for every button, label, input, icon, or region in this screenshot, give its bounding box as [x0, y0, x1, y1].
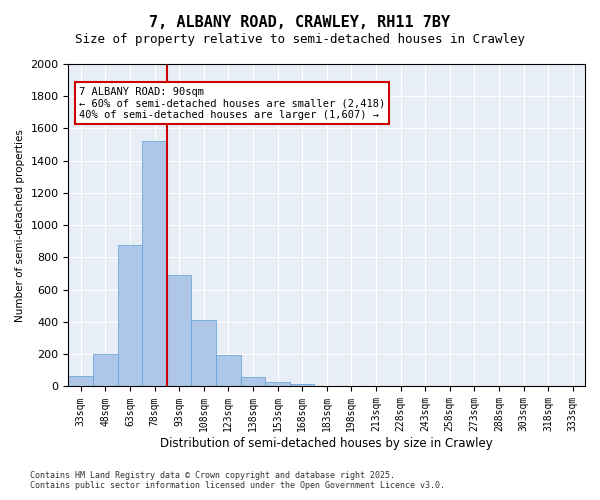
Bar — [118, 244, 142, 386]
Text: 7 ALBANY ROAD: 90sqm
← 60% of semi-detached houses are smaller (2,418)
40% of se: 7 ALBANY ROAD: 90sqm ← 60% of semi-detac… — [79, 86, 385, 120]
Bar — [167, 275, 191, 386]
Bar — [241, 377, 265, 386]
Bar — [93, 354, 118, 386]
Text: Contains HM Land Registry data © Crown copyright and database right 2025.
Contai: Contains HM Land Registry data © Crown c… — [30, 470, 445, 490]
Bar — [191, 320, 216, 386]
Text: 7, ALBANY ROAD, CRAWLEY, RH11 7BY: 7, ALBANY ROAD, CRAWLEY, RH11 7BY — [149, 15, 451, 30]
X-axis label: Distribution of semi-detached houses by size in Crawley: Distribution of semi-detached houses by … — [160, 437, 493, 450]
Y-axis label: Number of semi-detached properties: Number of semi-detached properties — [15, 129, 25, 322]
Bar — [265, 382, 290, 386]
Bar — [290, 384, 314, 386]
Bar — [68, 376, 93, 386]
Bar — [216, 355, 241, 386]
Text: Size of property relative to semi-detached houses in Crawley: Size of property relative to semi-detach… — [75, 32, 525, 46]
Bar — [142, 142, 167, 386]
